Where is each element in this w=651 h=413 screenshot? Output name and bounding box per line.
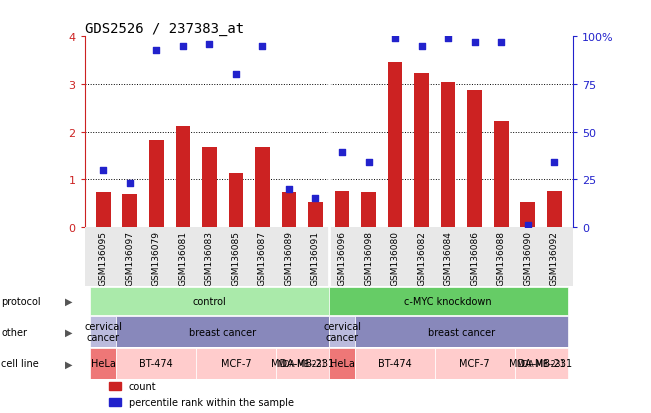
Text: breast cancer: breast cancer: [189, 327, 256, 337]
Bar: [275, 348, 329, 379]
Bar: [547, 192, 562, 227]
Text: ▶: ▶: [64, 358, 72, 368]
Bar: [355, 317, 568, 347]
Text: GSM136079: GSM136079: [152, 230, 161, 285]
Text: cell line: cell line: [1, 358, 39, 368]
Bar: [282, 193, 296, 227]
Text: GSM136097: GSM136097: [125, 230, 134, 285]
Point: [443, 36, 453, 43]
Point: [337, 150, 347, 157]
Text: GSM136082: GSM136082: [417, 230, 426, 285]
Text: GSM136085: GSM136085: [231, 230, 240, 285]
Point: [151, 47, 161, 54]
Text: GSM136096: GSM136096: [337, 230, 346, 285]
Text: GDS2526 / 237383_at: GDS2526 / 237383_at: [85, 22, 243, 36]
Point: [496, 40, 506, 46]
Bar: [149, 141, 163, 227]
Bar: [435, 348, 514, 379]
Text: GSM136080: GSM136080: [391, 230, 400, 285]
Text: count: count: [129, 381, 156, 391]
Text: c-MYC knockdown: c-MYC knockdown: [404, 296, 492, 306]
Text: GSM136090: GSM136090: [523, 230, 533, 285]
Text: GSM136092: GSM136092: [550, 230, 559, 285]
Text: GSM136084: GSM136084: [444, 230, 452, 285]
Text: MDA-MB-231: MDA-MB-231: [516, 359, 566, 368]
Text: BT-474: BT-474: [139, 358, 173, 368]
Text: GSM136098: GSM136098: [364, 230, 373, 285]
Bar: [329, 287, 568, 316]
Text: GSM136089: GSM136089: [284, 230, 294, 285]
Text: cervical
cancer: cervical cancer: [323, 321, 361, 342]
Text: GSM136081: GSM136081: [178, 230, 187, 285]
Point: [284, 186, 294, 192]
Text: MDA-MB-231: MDA-MB-231: [510, 358, 573, 368]
Bar: [361, 192, 376, 227]
Bar: [355, 348, 435, 379]
Text: GSM136091: GSM136091: [311, 230, 320, 285]
Point: [124, 180, 135, 187]
Bar: [96, 193, 111, 227]
Bar: [520, 202, 535, 227]
Text: ▶: ▶: [64, 296, 72, 306]
Bar: [109, 382, 121, 390]
Bar: [196, 348, 275, 379]
Text: GSM136086: GSM136086: [470, 230, 479, 285]
Point: [469, 40, 480, 46]
Bar: [329, 348, 355, 379]
Bar: [255, 147, 270, 227]
Text: MCF-7: MCF-7: [221, 358, 251, 368]
Point: [549, 159, 559, 166]
Text: control: control: [193, 296, 226, 306]
Point: [363, 159, 374, 166]
Text: MDA-MB-231: MDA-MB-231: [271, 358, 334, 368]
Point: [417, 43, 427, 50]
Point: [98, 167, 109, 173]
Text: percentile rank within the sample: percentile rank within the sample: [129, 397, 294, 407]
Bar: [308, 202, 323, 227]
Text: BT-474: BT-474: [378, 358, 412, 368]
Text: MDA-MB-231: MDA-MB-231: [278, 359, 327, 368]
Text: protocol: protocol: [1, 296, 41, 306]
Point: [204, 41, 215, 48]
Bar: [176, 126, 190, 227]
Bar: [441, 83, 456, 227]
Text: GSM136095: GSM136095: [99, 230, 107, 285]
Text: HeLa: HeLa: [90, 358, 116, 368]
Bar: [329, 317, 355, 347]
Point: [523, 222, 533, 229]
Bar: [90, 287, 329, 316]
Point: [178, 43, 188, 50]
Point: [311, 195, 321, 202]
Bar: [388, 63, 402, 227]
Bar: [414, 74, 429, 227]
Bar: [117, 348, 196, 379]
Bar: [335, 191, 350, 227]
Bar: [122, 195, 137, 227]
Bar: [494, 122, 508, 227]
Bar: [117, 317, 329, 347]
Text: GSM136088: GSM136088: [497, 230, 506, 285]
Bar: [514, 348, 568, 379]
Text: breast cancer: breast cancer: [428, 327, 495, 337]
Bar: [467, 90, 482, 227]
Text: MCF-7: MCF-7: [460, 358, 490, 368]
Bar: [109, 398, 121, 406]
Text: GSM136083: GSM136083: [205, 230, 214, 285]
Text: cervical
cancer: cervical cancer: [84, 321, 122, 342]
Point: [230, 72, 241, 78]
Text: HeLa: HeLa: [329, 358, 354, 368]
Text: ▶: ▶: [64, 327, 72, 337]
Point: [257, 43, 268, 50]
Point: [390, 36, 400, 43]
Bar: [229, 174, 243, 227]
Bar: [90, 348, 117, 379]
Text: GSM136087: GSM136087: [258, 230, 267, 285]
Bar: [202, 147, 217, 227]
Text: other: other: [1, 327, 27, 337]
Bar: [90, 317, 117, 347]
